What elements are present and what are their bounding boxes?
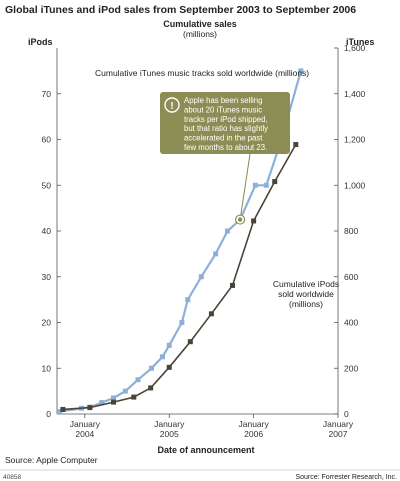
callout-text: accelerated in the past [184,134,263,143]
x-tick-label: January [323,419,354,429]
callout-text: about 20 iTunes music [184,105,262,114]
x-tick-label: January [238,419,269,429]
itunes-data-point [224,228,230,234]
ipods-data-point [208,311,214,317]
ipods-data-point [148,385,154,391]
ipods-data-point [131,394,137,400]
callout-text: Apple has been selling [184,96,262,105]
y-right-tick-label: 400 [344,318,358,328]
itunes-data-point [111,395,117,401]
ipods-series-label: Cumulative iPods [273,279,339,289]
x-tick-label: 2005 [160,429,179,439]
ipods-data-point [111,399,117,405]
itunes-data-point [179,320,185,325]
ipods-data-point [187,339,193,345]
itunes-data-point [263,182,269,188]
itunes-data-point [99,400,105,406]
itunes-series-label: Cumulative iTunes music tracks sold worl… [95,68,309,78]
y-left-tick-label: 70 [42,89,52,99]
ipods-series-line [62,144,297,411]
y-right-axis-title: iTunes [346,37,374,47]
y-left-tick-label: 50 [42,180,52,190]
y-left-tick-label: 30 [42,272,52,282]
figure-id: 40858 [3,474,21,481]
chart-title: Global iTunes and iPod sales from Septem… [5,4,356,16]
x-tick-label: January [154,419,185,429]
itunes-data-point [159,354,165,360]
source-right: Source: Forrester Research, Inc. [295,474,397,481]
y-right-tick-label: 1,200 [344,135,366,145]
y-right-tick-label: 600 [344,272,358,282]
exclamation-icon [164,97,180,113]
x-tick-label: 2007 [329,429,348,439]
y-right-tick-label: 0 [344,409,349,419]
itunes-data-point [252,182,258,188]
source-left: Source: Apple Computer [5,455,98,465]
exclamation-icon-glyph: ! [170,101,173,112]
callout-marker-dot [237,217,243,222]
ipods-series-label: (millions) [289,299,323,309]
y-left-axis-title: iPods [28,37,53,47]
y-left-tick-label: 20 [42,318,52,328]
itunes-data-point [135,377,141,383]
x-tick-label: 2006 [244,429,263,439]
ipods-series-label: sold worldwide [278,289,334,299]
ipods-data-point [230,282,236,288]
y-left-tick-label: 40 [42,226,52,236]
ipods-data-point [60,406,66,412]
ipods-data-point [87,405,93,411]
ipods-data-point [166,364,172,370]
itunes-data-point [122,388,128,394]
callout-text: tracks per iPod shipped, [184,115,268,124]
itunes-data-point [166,342,172,348]
callout-box [160,92,290,154]
plot-area: 0 10 20 30 40 50 60 70 0 200 400 600 800 1,000 1,200 1,… [42,43,366,439]
chart-subtitle-units: (millions) [183,29,217,39]
ipods-data-point [293,142,299,148]
y-right-tick-label: 200 [344,363,358,373]
ipods-data-point [251,218,257,224]
itunes-data-point [198,274,204,280]
y-right-tick-label: 800 [344,226,358,236]
itunes-data-point [57,409,63,415]
chart-subtitle: Cumulative sales [163,19,237,29]
y-left-tick-label: 60 [42,135,52,145]
x-tick-label: January [70,419,101,429]
callout-text: few months to about 23. [184,143,267,152]
y-left-tick-label: 10 [42,363,52,373]
y-right-tick-label: 1,600 [344,43,366,53]
itunes-data-point [185,297,191,303]
itunes-data-point [149,365,155,371]
y-right-tick-label: 1,000 [344,180,366,190]
callout-text: but that ratio has slightly [184,124,268,133]
ipods-data-point [272,179,278,185]
y-left-tick-label: 0 [46,409,51,419]
itunes-data-point [213,251,219,257]
y-right-tick-label: 1,400 [344,89,366,99]
x-axis-title: Date of announcement [157,445,254,455]
x-tick-label: 2004 [75,429,94,439]
itunes-data-point [298,68,304,74]
callout-leader [239,153,251,220]
